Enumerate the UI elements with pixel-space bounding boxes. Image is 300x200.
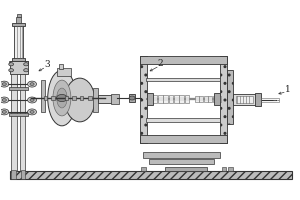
Bar bbox=[184, 95, 189, 103]
Circle shape bbox=[56, 94, 67, 102]
Bar bbox=[9, 113, 28, 116]
Bar bbox=[141, 167, 146, 171]
Bar bbox=[158, 95, 163, 103]
Bar bbox=[146, 78, 220, 81]
Bar bbox=[169, 95, 173, 103]
Bar bbox=[152, 95, 157, 103]
Ellipse shape bbox=[53, 80, 71, 116]
Bar bbox=[222, 167, 226, 171]
Text: 2: 2 bbox=[158, 59, 163, 68]
Bar bbox=[10, 171, 292, 179]
Bar bbox=[11, 61, 17, 171]
Circle shape bbox=[28, 109, 37, 115]
Bar bbox=[165, 167, 207, 171]
Bar bbox=[140, 56, 227, 64]
Bar bbox=[220, 56, 227, 143]
Bar bbox=[143, 152, 220, 158]
Text: 3: 3 bbox=[44, 60, 50, 69]
Bar bbox=[204, 96, 208, 102]
Bar bbox=[17, 14, 21, 17]
Bar bbox=[233, 94, 256, 105]
Bar bbox=[16, 17, 21, 23]
Bar bbox=[199, 96, 203, 102]
Bar bbox=[93, 88, 98, 112]
Circle shape bbox=[9, 69, 14, 72]
Bar bbox=[14, 25, 23, 60]
Ellipse shape bbox=[48, 70, 76, 126]
Bar bbox=[140, 135, 227, 143]
Ellipse shape bbox=[65, 78, 95, 122]
Bar bbox=[227, 70, 233, 124]
Bar bbox=[213, 96, 217, 102]
Bar bbox=[147, 93, 153, 105]
Bar bbox=[261, 98, 279, 102]
Bar bbox=[80, 96, 83, 100]
Circle shape bbox=[30, 99, 34, 101]
Circle shape bbox=[24, 69, 28, 72]
Circle shape bbox=[0, 97, 9, 103]
Bar bbox=[214, 93, 220, 105]
Ellipse shape bbox=[57, 88, 67, 108]
Bar bbox=[41, 80, 46, 112]
Circle shape bbox=[2, 83, 6, 86]
Bar bbox=[57, 68, 71, 76]
Bar bbox=[147, 95, 152, 103]
Bar bbox=[255, 93, 261, 106]
Bar bbox=[146, 118, 220, 122]
Bar bbox=[217, 96, 221, 102]
Bar bbox=[174, 95, 179, 103]
Circle shape bbox=[24, 63, 28, 66]
Bar bbox=[11, 170, 16, 179]
Circle shape bbox=[129, 96, 135, 100]
Bar bbox=[236, 96, 253, 103]
Circle shape bbox=[28, 97, 37, 103]
Circle shape bbox=[30, 111, 34, 113]
Bar bbox=[228, 167, 233, 171]
Bar bbox=[72, 96, 76, 100]
Bar bbox=[21, 170, 26, 179]
Circle shape bbox=[0, 81, 9, 87]
Bar bbox=[129, 94, 135, 102]
Circle shape bbox=[0, 109, 9, 115]
Bar bbox=[12, 23, 26, 26]
Circle shape bbox=[28, 81, 37, 87]
Bar bbox=[88, 96, 92, 100]
Circle shape bbox=[30, 83, 34, 86]
Bar bbox=[10, 61, 28, 74]
Bar bbox=[163, 95, 168, 103]
Bar bbox=[12, 58, 26, 61]
Bar bbox=[208, 96, 212, 102]
Bar bbox=[64, 96, 68, 100]
Bar bbox=[195, 96, 199, 102]
Bar bbox=[44, 96, 47, 100]
Bar bbox=[140, 56, 147, 143]
Circle shape bbox=[9, 63, 14, 66]
Bar bbox=[9, 61, 28, 64]
Circle shape bbox=[2, 111, 6, 113]
Bar bbox=[51, 96, 55, 100]
Bar bbox=[98, 95, 114, 103]
Bar bbox=[59, 64, 63, 69]
Bar bbox=[179, 95, 184, 103]
Bar bbox=[111, 94, 118, 104]
Circle shape bbox=[2, 99, 6, 101]
Bar bbox=[149, 159, 214, 164]
Bar bbox=[9, 87, 28, 90]
Text: 1: 1 bbox=[285, 85, 291, 94]
Bar bbox=[20, 61, 26, 171]
